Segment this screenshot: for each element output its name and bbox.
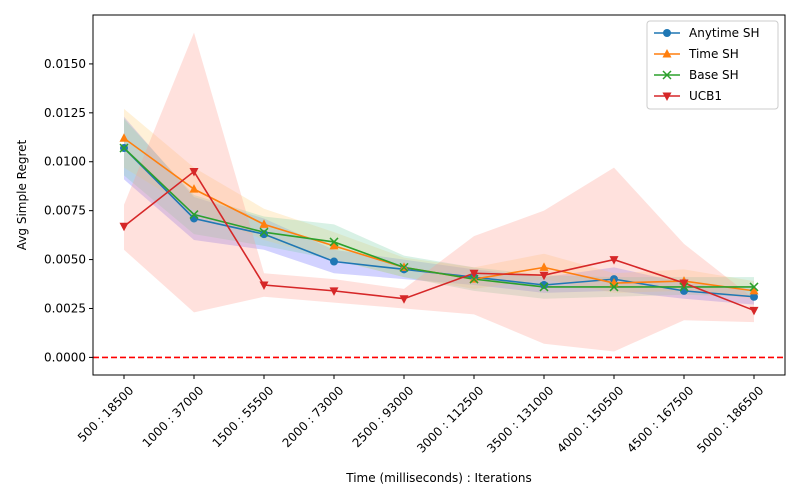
x-tick-label: 5000 : 186500 <box>694 383 766 455</box>
y-tick-label: 0.0075 <box>44 204 86 218</box>
point-time-sh-2 <box>259 219 269 228</box>
point-anytime-sh-3 <box>330 257 338 266</box>
legend-box <box>646 20 779 110</box>
point-ucb1-8 <box>679 279 689 289</box>
point-anytime-sh-6 <box>540 281 548 289</box>
point-time-sh-3 <box>329 240 339 250</box>
point-anytime-sh-2 <box>260 230 268 239</box>
legend-marker-anytime-sh <box>663 29 671 37</box>
x-tick-label: 2000 : 73000 <box>280 383 347 450</box>
y-tick-label: 0.0100 <box>44 155 86 169</box>
point-base-sh-7 <box>609 282 619 292</box>
y-tick-label: 0.0025 <box>44 301 86 315</box>
point-time-sh-6 <box>539 262 549 271</box>
point-ucb1-9 <box>749 306 759 316</box>
y-tick-label: 0.0150 <box>44 57 86 71</box>
x-tick-label: 2500 : 93000 <box>350 383 417 450</box>
legend-label-anytime-sh: Anytime SH <box>689 26 759 40</box>
point-ucb1-0 <box>119 222 129 232</box>
x-tick-label: 1500 : 55500 <box>210 383 277 450</box>
point-ucb1-2 <box>259 281 269 290</box>
x-axis-ticks: 500 : 18500 1000 : 37000 1500 : 55500 2000 … <box>75 375 766 456</box>
point-anytime-sh-1 <box>190 214 198 223</box>
point-ucb1-1 <box>189 168 199 177</box>
point-base-sh-4 <box>399 262 409 272</box>
point-ucb1-4 <box>399 295 409 304</box>
y-axis-ticks: 0.0000 0.0025 0.0050 0.0075 0.0100 0.0125 0.01… <box>44 57 93 364</box>
x-tick-label: 500 : 18500 <box>75 383 136 444</box>
y-tick-label: 0.0050 <box>44 253 86 267</box>
legend-marker-time-sh <box>662 49 672 58</box>
x-tick-label: 4000 : 150500 <box>554 383 626 455</box>
legend-marker-base-sh <box>662 70 672 80</box>
point-ucb1-3 <box>329 287 339 296</box>
x-axis-label: Time (milliseconds) : Iterations <box>345 471 531 485</box>
point-ucb1-6 <box>539 271 549 281</box>
point-ucb1-5 <box>469 269 479 279</box>
point-base-sh-3 <box>329 237 339 247</box>
y-tick-label: 0.0000 <box>44 350 86 364</box>
x-tick-label: 4500 : 167500 <box>624 383 696 455</box>
band-time-sh <box>124 108 754 299</box>
point-base-sh-6 <box>539 282 549 292</box>
legend-label-base-sh: Base SH <box>689 68 739 82</box>
legend-marker-ucb1 <box>662 92 672 101</box>
legend: Anytime SH Time SH Base SH UCB1 <box>646 20 779 110</box>
y-tick-label: 0.0125 <box>44 106 86 120</box>
x-tick-label: 3500 : 131000 <box>484 383 556 455</box>
point-base-sh-5 <box>469 274 479 284</box>
line-base-sh <box>123 147 754 288</box>
x-tick-label: 1000 : 37000 <box>140 383 207 450</box>
line-ucb1 <box>123 170 755 312</box>
x-tick-label: 3000 : 112500 <box>414 383 486 455</box>
point-anytime-sh-8 <box>680 286 688 295</box>
series-lines <box>123 137 755 312</box>
legend-label-ucb1: UCB1 <box>689 89 722 103</box>
plot-frame <box>92 14 786 376</box>
point-time-sh-0 <box>119 133 129 142</box>
point-anytime-sh-9 <box>750 292 758 301</box>
band-ucb1 <box>124 32 754 352</box>
point-time-sh-9 <box>749 285 759 295</box>
point-base-sh-1 <box>189 210 199 220</box>
series-markers <box>119 133 759 316</box>
point-base-sh-0 <box>119 143 129 153</box>
point-time-sh-1 <box>189 184 199 193</box>
point-base-sh-9 <box>749 282 759 292</box>
point-base-sh-2 <box>259 227 269 237</box>
point-ucb1-7 <box>609 256 619 265</box>
band-base-sh <box>124 118 754 299</box>
legend-label-time-sh: Time SH <box>688 47 739 61</box>
y-axis-label: Avg Simple Regret <box>15 140 29 251</box>
